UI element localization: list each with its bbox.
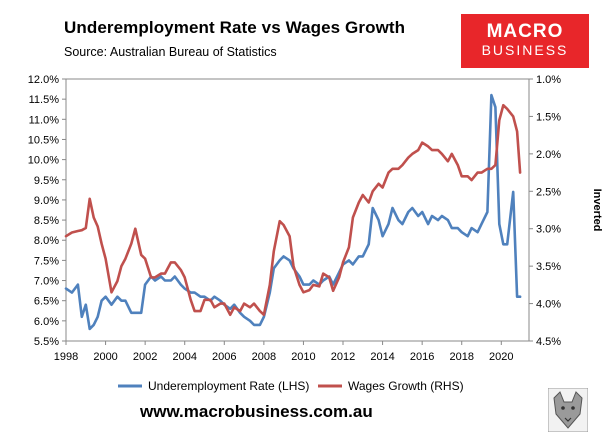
series-line-wages: [64, 103, 522, 317]
y-right-tick-label: 4.0%: [536, 299, 561, 311]
y-left-tick-label: 10.0%: [28, 155, 59, 167]
series-line-underemployment: [64, 93, 522, 331]
macrobusiness-logo: MACRO BUSINESS: [461, 14, 589, 68]
chart-title: Underemployment Rate vs Wages Growth: [64, 18, 406, 37]
y-right-tick-label: 2.5%: [536, 186, 561, 198]
y-left-tick-label: 10.5%: [28, 134, 59, 146]
legend-label-wages: Wages Growth (RHS): [348, 379, 464, 393]
x-tick-label: 2006: [212, 351, 236, 363]
y-left-tick-label: 9.5%: [34, 175, 59, 187]
y-left-tick-label: 6.0%: [34, 316, 59, 328]
y-left-tick-label: 11.5%: [29, 94, 60, 106]
y-right-tick-label: 1.0%: [536, 74, 561, 86]
y-right-tick-label: 4.5%: [536, 336, 561, 348]
y-left-tick-label: 12.0%: [28, 74, 59, 86]
x-tick-label: 2008: [252, 351, 276, 363]
y-left-tick-label: 7.5%: [34, 255, 59, 267]
x-tick-label: 2002: [133, 351, 157, 363]
chart-source: Source: Australian Bureau of Statistics: [64, 45, 277, 59]
x-tick-label: 2004: [172, 351, 196, 363]
x-tick-label: 1998: [54, 351, 78, 363]
y-left-tick-label: 5.5%: [34, 336, 59, 348]
y-left-tick-label: 9.0%: [34, 195, 59, 207]
y-right-axis-title: Inverted: [591, 189, 603, 232]
x-tick-label: 2018: [449, 351, 473, 363]
y-left-tick-label: 8.0%: [34, 235, 59, 247]
x-tick-label: 2010: [291, 351, 315, 363]
y-left-tick-label: 8.5%: [34, 215, 59, 227]
y-right-tick-label: 2.0%: [536, 149, 561, 161]
y-right-tick-label: 3.0%: [536, 224, 561, 236]
x-tick-label: 2014: [370, 351, 394, 363]
y-right-tick-label: 1.5%: [536, 111, 561, 123]
y-left-tick-label: 11.0%: [29, 114, 60, 126]
footer-url: www.macrobusiness.com.au: [140, 402, 373, 421]
x-tick-label: 2016: [410, 351, 434, 363]
y-left-tick-label: 6.5%: [34, 296, 59, 308]
logo-line1: MACRO: [486, 21, 564, 42]
x-tick-label: 2020: [489, 351, 513, 363]
legend-label-underemployment: Underemployment Rate (LHS): [148, 379, 309, 393]
x-tick-label: 2000: [93, 351, 117, 363]
y-left-tick-label: 7.0%: [34, 276, 59, 288]
plot-area: [65, 78, 530, 342]
wolf-logo-icon: [548, 388, 588, 432]
y-right-tick-label: 3.5%: [536, 261, 561, 273]
logo-line2: BUSINESS: [481, 42, 569, 58]
x-tick-label: 2012: [331, 351, 355, 363]
